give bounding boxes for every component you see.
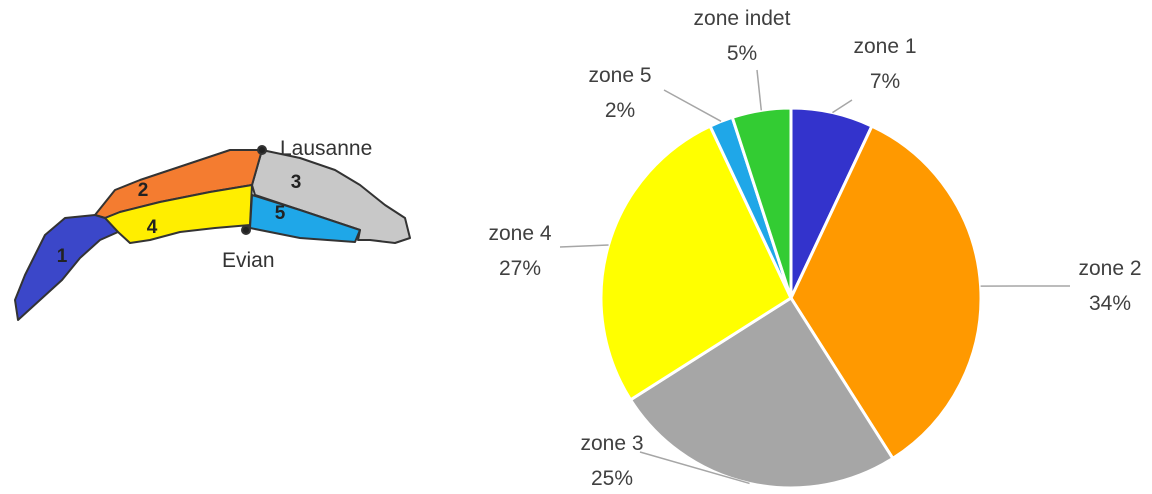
leader-line: [756, 69, 763, 111]
map-zone-label: 3: [291, 172, 302, 193]
city-dot: [241, 225, 251, 235]
slice-label: zone 1: [853, 35, 916, 58]
slice-value-label: 34%: [1089, 292, 1131, 315]
leader-line: [559, 244, 609, 248]
map-zone-label: 1: [57, 246, 68, 267]
pie-slice: [599, 124, 793, 402]
lake-map: [14, 145, 411, 321]
slice-label: zone 4: [488, 222, 551, 245]
city-dot: [257, 145, 267, 155]
leader-line: [832, 99, 853, 114]
map-zone-label: 5: [275, 203, 286, 224]
leader-line: [663, 89, 722, 122]
slice-value-label: 27%: [499, 257, 541, 280]
slice-value-label: 7%: [870, 70, 900, 93]
slice-value-label: 25%: [591, 467, 633, 490]
map-zone-1: [14, 214, 119, 321]
map-zone-label: 4: [147, 217, 158, 238]
pie-chart: zone 1 7% zone 2 34% zone 3 25% zone 4 27% zone …: [488, 7, 1141, 490]
map-zone-4: [104, 184, 253, 244]
pie-slice: [789, 124, 983, 461]
slice-label: zone 5: [588, 64, 651, 87]
leader-line: [639, 451, 750, 485]
pie-slice: [628, 295, 895, 490]
map-zone-label: 2: [138, 180, 149, 201]
slice-value-label: 5%: [727, 42, 757, 65]
slice-label: zone 3: [580, 432, 643, 455]
slice-label: zone 2: [1078, 257, 1141, 280]
city-label: Lausanne: [280, 137, 372, 160]
slice-label: zone indet: [694, 7, 791, 30]
slice-value-label: 2%: [605, 99, 635, 122]
city-label: Evian: [222, 249, 275, 272]
